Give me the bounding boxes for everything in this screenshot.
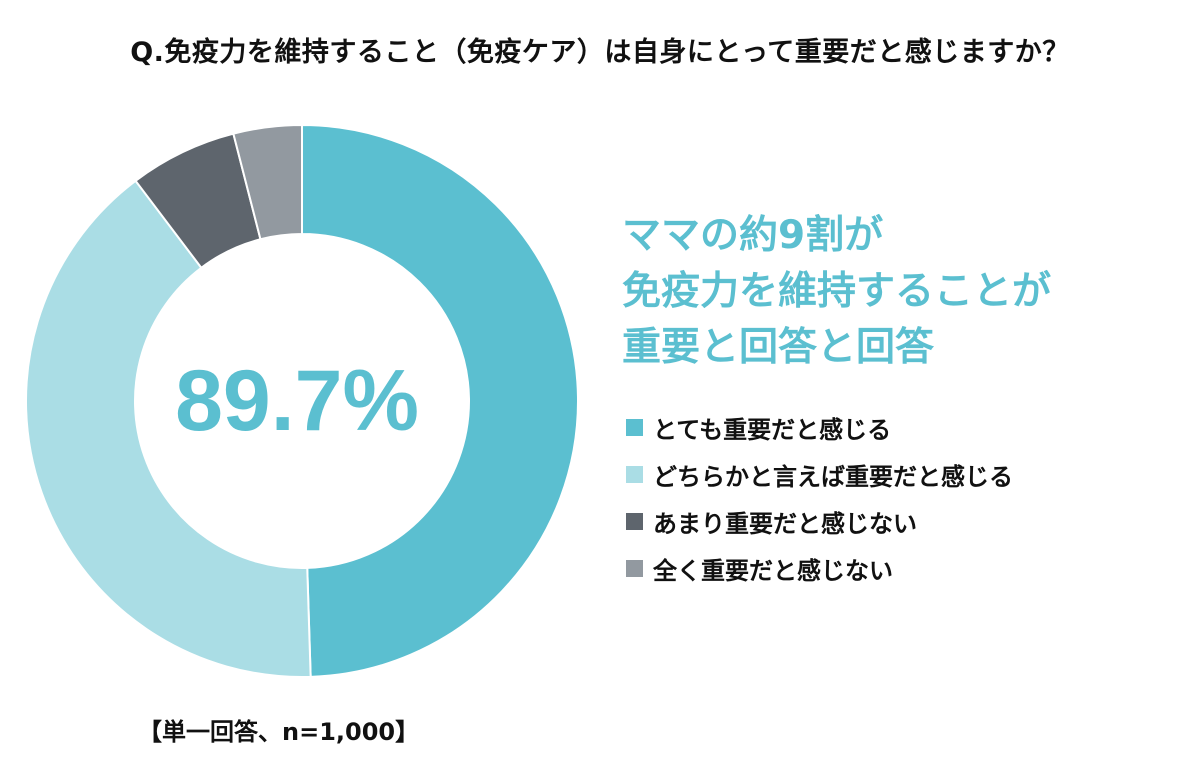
legend-item-somewhat-important: どちらかと言えば重要だと感じる: [626, 451, 1013, 498]
legend-swatch: [626, 419, 643, 436]
headline-line-3: 重要と回答と回答: [622, 325, 935, 370]
legend-swatch: [626, 466, 643, 483]
donut-slices: [25, 123, 579, 678]
center-percentage: 89.7%: [175, 353, 419, 449]
question-title: Q.免疫力を維持すること（免疫ケア）は自身にとって重要だと感じますか？: [130, 37, 1070, 68]
legend-swatch: [626, 560, 643, 577]
slice-very-important: [301, 123, 579, 678]
headline: ママの約9割が 免疫力を維持することが 重要と回答と回答: [622, 208, 1051, 376]
legend-label: とても重要だと感じる: [653, 416, 892, 444]
legend-swatch: [626, 513, 643, 530]
legend-item-not-very-important: あまり重要だと感じない: [626, 498, 1013, 545]
headline-line-2: 免疫力を維持することが: [622, 269, 1052, 314]
legend: とても重要だと感じる どちらかと言えば重要だと感じる あまり重要だと感じない 全…: [626, 404, 1013, 592]
legend-item-not-important-at-all: 全く重要だと感じない: [626, 545, 1013, 592]
sample-note: 【単一回答、n=1,000】: [138, 718, 420, 746]
headline-line-1: ママの約9割が: [622, 213, 884, 258]
legend-item-very-important: とても重要だと感じる: [626, 404, 1013, 451]
legend-label: どちらかと言えば重要だと感じる: [653, 463, 1013, 491]
slice-not-important-at-all: [232, 123, 303, 241]
legend-label: 全く重要だと感じない: [653, 557, 893, 585]
legend-label: あまり重要だと感じない: [653, 510, 917, 538]
slice-somewhat-important: [25, 179, 312, 678]
